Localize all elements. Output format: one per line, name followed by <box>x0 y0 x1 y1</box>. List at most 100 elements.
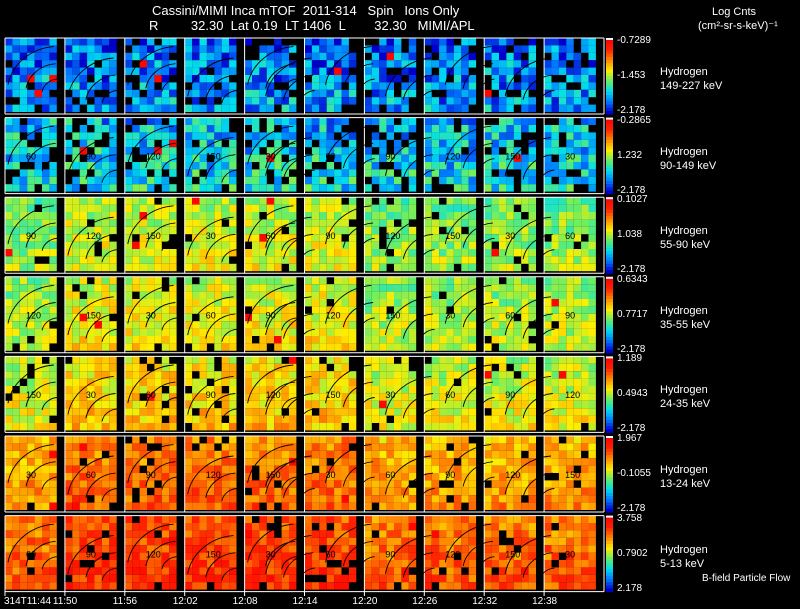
heatmap-cell <box>499 450 507 459</box>
heatmap-cell <box>139 276 147 285</box>
heatmap-cell <box>453 567 462 575</box>
heatmap-cell <box>109 197 117 205</box>
heatmap-cell <box>12 184 20 192</box>
heatmap-cell <box>266 465 275 473</box>
heatmap-cell <box>5 386 13 394</box>
heatmap-cell <box>379 336 387 344</box>
heatmap-cell <box>101 284 110 292</box>
heatmap-cell <box>161 450 170 459</box>
heatmap-cell <box>544 537 552 546</box>
heatmap-cell <box>87 176 95 185</box>
heatmap-cell <box>461 299 469 307</box>
heatmap-cell <box>252 256 260 264</box>
contour-line <box>478 237 495 251</box>
heatmap-cell <box>79 363 88 372</box>
heatmap-cell <box>154 219 162 227</box>
heatmap-cell <box>27 436 35 444</box>
heatmap-cell <box>124 139 133 148</box>
heatmap-cell <box>244 415 252 423</box>
heatmap-cell <box>566 574 574 583</box>
heatmap-cell <box>34 408 42 416</box>
contour-line <box>281 397 297 411</box>
heatmap-cell <box>184 276 193 285</box>
heatmap-cell <box>581 356 589 364</box>
heatmap-cell <box>408 226 417 235</box>
heatmap-cell <box>484 458 492 466</box>
heatmap-cell <box>371 328 380 336</box>
heatmap-cell <box>72 89 80 98</box>
heatmap-cell <box>169 104 177 112</box>
heatmap-cell <box>19 184 28 192</box>
heatmap-cell <box>281 393 289 401</box>
heatmap-cell <box>199 249 207 257</box>
colorbar-segment <box>606 388 613 392</box>
heatmap-cell <box>348 487 357 496</box>
heatmap-cell <box>394 423 402 431</box>
contour-line <box>247 125 294 165</box>
heatmap-cell <box>439 176 447 185</box>
heatmap-cell <box>101 502 110 510</box>
heatmap-cell <box>521 552 529 560</box>
heatmap-cell <box>214 162 222 170</box>
heatmap-cell <box>101 241 110 249</box>
heatmap-cell <box>461 184 469 192</box>
heatmap-cell <box>528 582 536 590</box>
heatmap-cell <box>468 299 477 307</box>
contour-line <box>187 57 234 97</box>
heatmap-cell <box>558 162 567 170</box>
heatmap-cell <box>19 545 28 553</box>
heatmap-cell <box>558 487 567 496</box>
colorbar-segment <box>606 216 613 220</box>
heatmap-cell <box>221 197 230 205</box>
heatmap-cell <box>109 356 117 364</box>
heatmap-cell <box>348 415 357 423</box>
heatmap-cell <box>379 328 387 336</box>
heatmap-cell <box>453 473 462 481</box>
heatmap-cell <box>109 184 117 192</box>
heatmap-cell <box>439 574 447 583</box>
heatmap-cell <box>311 67 320 75</box>
heatmap-cell <box>281 45 289 53</box>
heatmap-cell <box>199 515 207 523</box>
heatmap-cell <box>281 204 289 212</box>
heatmap-cell <box>192 545 200 553</box>
heatmap-cell <box>79 415 88 423</box>
heatmap-cell <box>499 291 507 299</box>
heatmap-cell <box>439 154 447 162</box>
contour-line <box>85 393 116 419</box>
colorbar-segment <box>606 130 613 135</box>
heatmap-cell <box>27 60 35 68</box>
heatmap-cell <box>446 487 454 496</box>
heatmap-cell <box>461 336 469 344</box>
heatmap-cell <box>199 574 207 583</box>
heatmap-cell <box>274 241 282 249</box>
heatmap-cell <box>72 299 80 307</box>
heatmap-cell <box>528 515 536 523</box>
heatmap-cell <box>124 276 133 285</box>
heatmap-cell <box>468 184 477 192</box>
heatmap-cell <box>431 393 440 401</box>
heatmap-cell <box>274 487 282 496</box>
heatmap-cell <box>573 515 582 523</box>
heatmap-cell <box>311 378 320 386</box>
heatmap-cell <box>461 139 469 148</box>
heatmap-cell <box>499 371 507 379</box>
heatmap-cell <box>544 291 552 299</box>
heatmap-cell <box>206 408 215 416</box>
heatmap-cell <box>304 356 312 364</box>
heatmap-cell <box>72 197 80 205</box>
heatmap-cell <box>184 530 193 538</box>
heatmap-cell <box>289 328 297 336</box>
heatmap-cell <box>101 495 110 503</box>
heatmap-cell <box>341 162 349 170</box>
heatmap-cell <box>79 495 88 503</box>
heatmap-cell <box>341 436 349 444</box>
heatmap-cell <box>147 97 155 105</box>
heatmap-cell <box>461 473 469 481</box>
heatmap-cell <box>147 117 155 125</box>
heatmap-cell <box>371 480 380 488</box>
colorbar-segment <box>606 330 613 335</box>
heatmap-cell <box>348 552 357 560</box>
heatmap-cell <box>326 400 335 409</box>
heatmap-cell <box>139 530 147 538</box>
